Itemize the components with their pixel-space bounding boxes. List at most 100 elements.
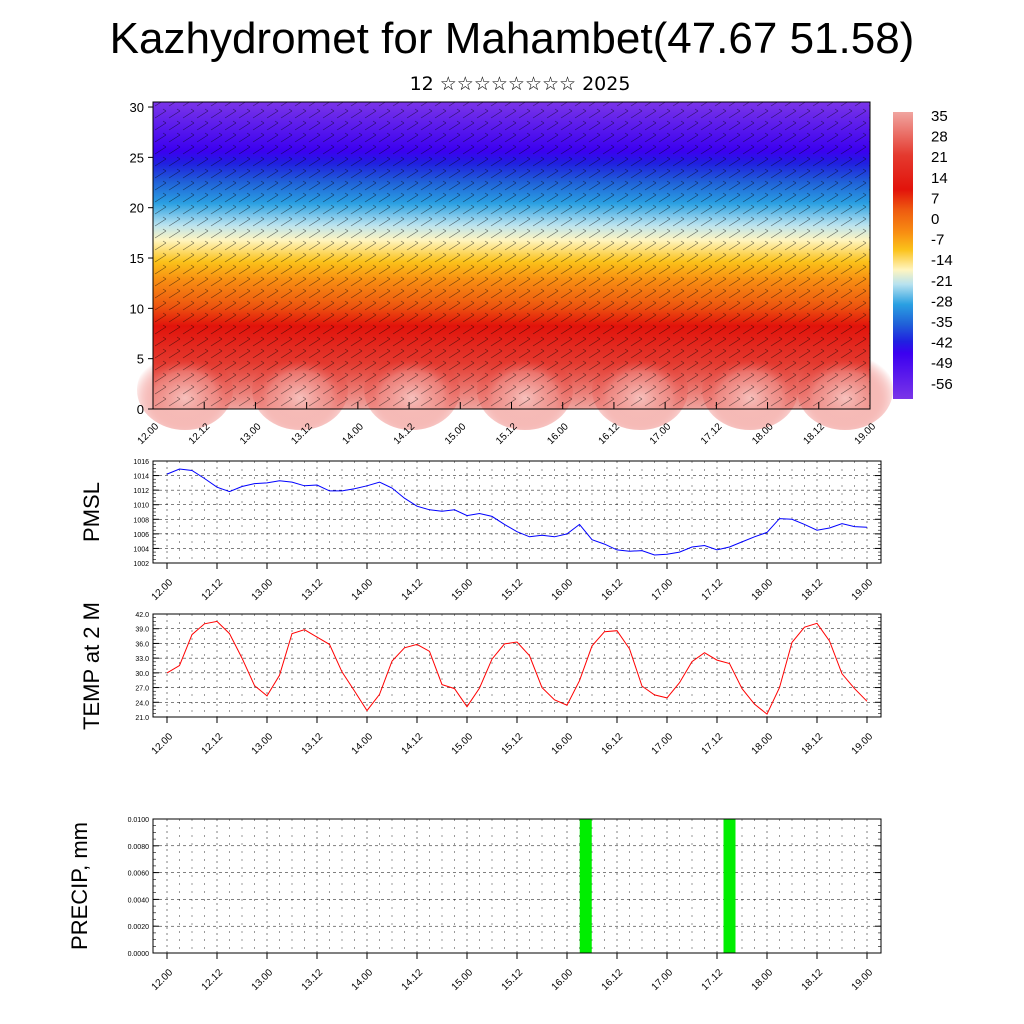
x-tick-label: 15.12 xyxy=(500,967,526,993)
pmsl-frame xyxy=(152,460,882,564)
x-tick-label: 13.12 xyxy=(300,731,326,757)
heatmap-y-tick-label: 10 xyxy=(130,301,144,316)
colorbar-label: 21 xyxy=(931,149,948,166)
y-tick-label: 39.0 xyxy=(135,627,149,634)
heatmap-x-tick-label: 17.12 xyxy=(699,421,725,447)
y-tick-label: 24.0 xyxy=(135,700,149,707)
heatmap-x-tick-label: 15.00 xyxy=(443,421,469,447)
pmsl-x-axis: 12.00 12.12 13.00 13.12 14.00 14.12 15.00 15.12… xyxy=(150,563,875,603)
y-tick-label: 42.0 xyxy=(135,612,149,619)
heatmap-y-tick-label: 0 xyxy=(137,402,144,417)
colorbar-label: 14 xyxy=(931,170,948,187)
colorbar-label: -35 xyxy=(931,314,953,331)
heatmap-y-tick-label: 30 xyxy=(130,100,144,115)
pmsl-y-label: PMSL xyxy=(79,482,104,542)
y-tick-label: 0.0080 xyxy=(128,844,150,851)
y-tick-label: 0.0040 xyxy=(128,897,150,904)
heatmap-x-tick-label: 12.00 xyxy=(136,421,162,447)
x-tick-label: 18.12 xyxy=(800,577,826,603)
precip-panel: 0.0000 0.0020 0.0040 0.0060 0.0080 0.0100 12.… xyxy=(67,817,882,993)
temp-y-label: TEMP at 2 M xyxy=(79,602,104,730)
y-tick-label: 1008 xyxy=(133,517,149,524)
x-tick-label: 12.12 xyxy=(200,967,226,993)
colorbar-label: 7 xyxy=(931,190,939,207)
colorbar-label: 35 xyxy=(931,108,948,125)
x-tick-label: 15.12 xyxy=(500,577,526,603)
colorbar: 35 28 21 14 7 0 -7 -14 -21 -28 -35 -42 -49 -56 xyxy=(893,108,953,399)
x-tick-label: 15.00 xyxy=(450,731,476,757)
x-tick-label: 17.00 xyxy=(650,577,676,603)
x-tick-label: 13.00 xyxy=(250,967,276,993)
heatmap-x-tick-label: 14.00 xyxy=(341,421,367,447)
y-tick-label: 21.0 xyxy=(135,715,149,722)
x-tick-label: 15.12 xyxy=(500,731,526,757)
x-tick-label: 14.12 xyxy=(400,577,426,603)
x-tick-label: 19.00 xyxy=(850,731,876,757)
temp-y-axis: 21.0 24.0 27.0 30.0 33.0 36.0 39.0 42.0 xyxy=(135,612,881,722)
y-tick-label: 1014 xyxy=(133,474,149,481)
x-tick-label: 14.00 xyxy=(350,967,376,993)
colorbar-label: 0 xyxy=(931,211,939,228)
y-tick-label: 0.0000 xyxy=(128,951,150,958)
colorbar-label: -21 xyxy=(931,273,953,290)
heatmap-y-axis: 0 5 10 15 20 25 30 xyxy=(130,100,153,417)
precip-y-axis: 0.0000 0.0020 0.0040 0.0060 0.0080 0.0100 xyxy=(128,817,881,958)
x-tick-label: 18.00 xyxy=(750,577,776,603)
heatmap-y-tick-label: 15 xyxy=(130,251,144,266)
x-tick-label: 17.12 xyxy=(700,577,726,603)
heatmap-y-tick-label: 20 xyxy=(130,201,144,216)
pmsl-y-axis: 1002 1004 1006 1008 1010 1012 1014 1016 xyxy=(133,459,881,568)
x-tick-label: 16.00 xyxy=(550,731,576,757)
x-tick-label: 15.00 xyxy=(450,577,476,603)
x-tick-label: 12.00 xyxy=(150,577,176,603)
y-tick-label: 1010 xyxy=(133,503,149,510)
pmsl-grid xyxy=(153,460,881,564)
heatmap-x-tick-label: 13.00 xyxy=(238,421,264,447)
y-tick-label: 30.0 xyxy=(135,671,149,678)
temp-panel: 21.024.027.030.033.036.039.042.0 12.00 12… xyxy=(79,602,882,757)
precip-bar xyxy=(723,819,736,953)
x-tick-label: 13.12 xyxy=(300,967,326,993)
chart-subtitle: 12 ☆☆☆☆☆☆☆☆ 2025 xyxy=(409,73,631,95)
x-tick-label: 14.00 xyxy=(350,577,376,603)
x-tick-label: 18.12 xyxy=(800,967,826,993)
x-tick-label: 16.12 xyxy=(600,731,626,757)
precip-y-label: PRECIP, mm xyxy=(67,822,92,950)
heatmap-y-tick-label: 5 xyxy=(137,352,144,367)
precip-x-axis: 12.00 12.12 13.00 13.12 14.00 14.12 15.00 15.12… xyxy=(150,953,876,993)
y-tick-label: 0.0100 xyxy=(128,817,150,824)
y-tick-label: 1012 xyxy=(133,488,149,495)
x-tick-label: 14.12 xyxy=(400,731,426,757)
colorbar-label: -56 xyxy=(931,376,953,393)
y-tick-label: 33.0 xyxy=(135,656,149,663)
x-tick-label: 16.12 xyxy=(600,577,626,603)
x-tick-label: 18.00 xyxy=(750,731,776,757)
x-tick-label: 19.00 xyxy=(850,967,876,993)
y-tick-label: 1004 xyxy=(133,546,149,553)
y-tick-label: 0.0020 xyxy=(128,924,150,931)
x-tick-label: 17.00 xyxy=(650,967,676,993)
x-tick-label: 18.12 xyxy=(800,731,826,757)
colorbar-label: -49 xyxy=(931,355,953,372)
x-tick-label: 12.00 xyxy=(150,967,176,993)
y-tick-label: 1002 xyxy=(133,561,149,568)
x-tick-label: 16.00 xyxy=(550,577,576,603)
colorbar-labels: 35 28 21 14 7 0 -7 -14 -21 -28 -35 -42 -49 -56 xyxy=(931,108,953,393)
temp-grid xyxy=(153,613,881,718)
colorbar-label: -14 xyxy=(931,252,953,269)
x-tick-label: 13.00 xyxy=(250,731,276,757)
x-tick-label: 12.00 xyxy=(150,731,176,757)
wind-barbs-overlay xyxy=(153,102,870,409)
colorbar-label: -28 xyxy=(931,293,953,310)
y-tick-label: 27.0 xyxy=(135,686,149,693)
x-tick-label: 13.12 xyxy=(300,577,326,603)
temp-frame xyxy=(152,613,882,718)
x-tick-label: 12.12 xyxy=(200,731,226,757)
y-tick-label: 0.0060 xyxy=(128,871,150,878)
x-tick-label: 14.00 xyxy=(350,731,376,757)
x-tick-label: 17.12 xyxy=(700,731,726,757)
colorbar-label: 28 xyxy=(931,129,948,146)
